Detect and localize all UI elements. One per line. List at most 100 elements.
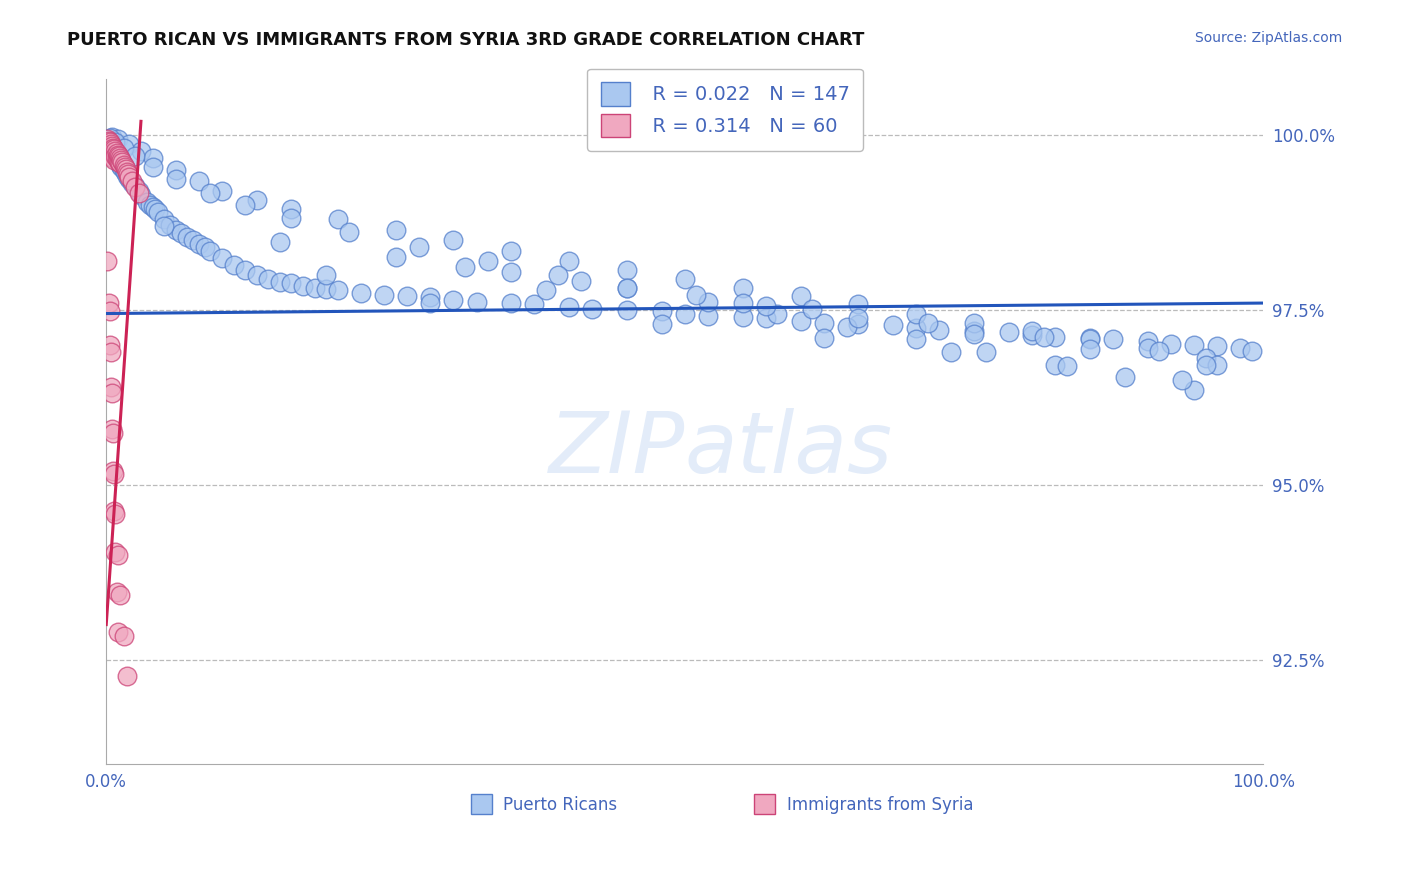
Point	[974, 345, 997, 359]
Point	[107, 624, 129, 639]
Point	[1136, 334, 1159, 349]
Point	[905, 320, 928, 334]
Point	[194, 240, 217, 254]
Point	[813, 331, 835, 345]
Point	[118, 171, 141, 186]
Point	[558, 300, 581, 314]
Point	[96, 254, 118, 268]
Point	[101, 151, 124, 165]
Point	[1182, 383, 1205, 397]
Point	[1056, 359, 1078, 373]
Point	[441, 293, 464, 307]
Point	[101, 145, 124, 160]
Point	[101, 425, 124, 440]
Point	[121, 174, 143, 188]
Point	[905, 307, 928, 321]
Point	[107, 548, 129, 562]
Point	[97, 296, 120, 310]
Point	[103, 145, 125, 160]
Point	[280, 202, 302, 216]
Point	[384, 250, 406, 264]
Point	[200, 244, 222, 258]
Point	[465, 294, 488, 309]
Point	[105, 585, 128, 599]
Point	[928, 323, 950, 337]
Point	[118, 136, 141, 151]
Point	[108, 156, 131, 170]
Point	[115, 164, 138, 178]
Point	[141, 151, 163, 165]
Point	[697, 309, 720, 323]
Point	[101, 138, 124, 153]
Point	[170, 226, 193, 240]
Point	[651, 304, 673, 318]
Point	[350, 285, 373, 300]
Point	[141, 200, 163, 214]
Point	[143, 202, 166, 216]
Point	[315, 268, 337, 282]
Point	[1149, 343, 1171, 358]
Point	[100, 136, 122, 151]
Point	[1240, 343, 1263, 358]
Point	[616, 281, 638, 295]
Point	[801, 301, 824, 316]
Point	[419, 290, 441, 304]
Point	[110, 153, 132, 167]
Point	[128, 184, 150, 198]
Point	[104, 545, 127, 559]
Point	[233, 262, 256, 277]
Point	[159, 218, 181, 232]
Point	[97, 138, 120, 153]
Point	[100, 148, 122, 162]
Legend:   R = 0.022   N = 147,   R = 0.314   N = 60: R = 0.022 N = 147, R = 0.314 N = 60	[588, 69, 863, 151]
Point	[105, 148, 128, 162]
Point	[98, 131, 121, 145]
Point	[1043, 358, 1066, 372]
Point	[101, 144, 124, 158]
Point	[165, 171, 187, 186]
Point	[246, 268, 269, 282]
Point	[115, 169, 138, 183]
Point	[848, 297, 870, 311]
Point	[100, 380, 122, 394]
Point	[233, 198, 256, 212]
Point	[616, 281, 638, 295]
Point	[108, 151, 131, 165]
Point	[101, 129, 124, 144]
Point	[103, 142, 125, 156]
Point	[101, 385, 124, 400]
Point	[153, 219, 176, 234]
Point	[101, 141, 124, 155]
Point	[100, 134, 122, 148]
Point	[103, 148, 125, 162]
Point	[501, 296, 523, 310]
Point	[115, 161, 138, 176]
Point	[153, 212, 176, 227]
Point	[1078, 331, 1101, 345]
Point	[304, 281, 326, 295]
Text: Puerto Ricans: Puerto Ricans	[503, 797, 617, 814]
Point	[187, 174, 209, 188]
Point	[998, 326, 1021, 340]
Point	[326, 212, 349, 227]
Point	[269, 275, 291, 289]
Point	[103, 153, 125, 168]
Point	[685, 287, 707, 301]
Point	[107, 153, 129, 167]
Point	[246, 193, 269, 207]
Point	[501, 265, 523, 279]
Point	[129, 187, 152, 202]
Point	[141, 160, 163, 174]
Point	[104, 507, 127, 521]
Point	[211, 184, 233, 198]
Point	[581, 301, 603, 316]
Point	[117, 168, 139, 182]
Point	[181, 233, 204, 247]
Point	[124, 180, 146, 194]
Point	[441, 233, 464, 247]
Point	[98, 145, 121, 160]
Point	[101, 149, 124, 163]
Text: atlas: atlas	[685, 408, 893, 491]
Point	[963, 316, 986, 330]
Point	[337, 225, 360, 239]
